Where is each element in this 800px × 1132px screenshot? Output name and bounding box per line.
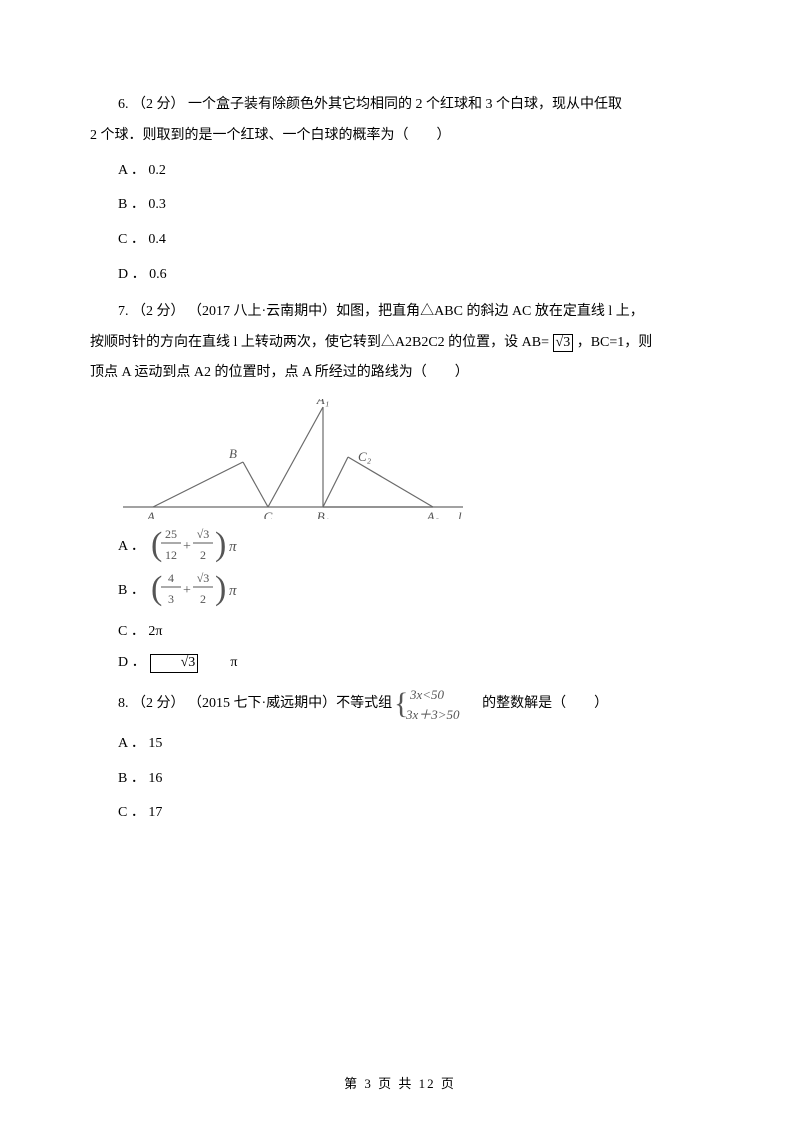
svg-text:+: + — [183, 583, 191, 598]
svg-text:2: 2 — [200, 592, 206, 606]
q8-stem: 8. （2 分） （2015 七下·威远期中）不等式组 { 3x<503x＋3>… — [90, 685, 710, 725]
q7-opt-d-tail: π — [202, 648, 237, 679]
svg-text:): ) — [215, 526, 226, 563]
q7-opt-d-sqrt: √3 — [150, 654, 199, 673]
svg-text:+: + — [183, 539, 191, 554]
svg-text:C₂: C₂ — [358, 449, 372, 464]
q7-opt-a-label: A ． — [90, 532, 145, 563]
q7-stem-line3: 顶点 A 运动到点 A2 的位置时，点 A 所经过的路线为（ ） — [90, 358, 710, 389]
svg-text:C: C — [264, 509, 273, 519]
q8-stem-a: 8. （2 分） （2015 七下·威远期中）不等式组 — [118, 689, 392, 720]
q7-stem-line1: 7. （2 分） （2017 八上·云南期中）如图，把直角△ABC 的斜边 AC… — [90, 297, 710, 328]
svg-text:3x＋3>50: 3x＋3>50 — [405, 707, 460, 722]
q8-system: { 3x<503x＋3>50 — [392, 685, 482, 725]
q7-option-b: B ． (4 3 + √3 2)π — [90, 569, 710, 613]
svg-text:(: ( — [151, 570, 162, 607]
svg-text:A₂: A₂ — [426, 509, 440, 519]
svg-text:A₁: A₁ — [316, 399, 329, 407]
q6-stem-line2: 2 个球．则取到的是一个红球、一个白球的概率为（ ） — [90, 121, 710, 152]
q8-option-b: B ． 16 — [90, 764, 710, 795]
svg-text:√3: √3 — [197, 527, 210, 541]
q6-option-d: D ． 0.6 — [90, 260, 710, 291]
q7-opt-b-label: B ． — [90, 576, 145, 607]
svg-text:25: 25 — [165, 527, 177, 541]
svg-text:2: 2 — [200, 548, 206, 562]
q7-stem-line2a: 按顺时针的方向在直线 l 上转动两次，使它转到△A2B2C2 的位置，设 AB= — [90, 335, 553, 350]
q7-opt-a-formula: (25 12 + √3 2)π — [149, 525, 239, 569]
q7-opt-d-label: D ． — [90, 648, 146, 679]
q7-option-a: A ． (25 12 + √3 2)π — [90, 525, 710, 569]
q7-opt-b-formula: (4 3 + √3 2)π — [149, 569, 239, 613]
page-footer: 第 3 页 共 12 页 — [0, 1073, 800, 1092]
q7-option-c: C ． 2π — [90, 617, 710, 648]
svg-text:3x<50: 3x<50 — [409, 687, 445, 702]
svg-text:12: 12 — [165, 548, 177, 562]
q7-stem-line2: 按顺时针的方向在直线 l 上转动两次，使它转到△A2B2C2 的位置，设 AB=… — [90, 328, 710, 359]
q8-stem-b: 的整数解是（ ） — [482, 689, 608, 720]
q8-option-c: C ． 17 — [90, 798, 710, 829]
q8-option-a: A ． 15 — [90, 729, 710, 760]
q6-option-b: B ． 0.3 — [90, 190, 710, 221]
svg-text:4: 4 — [168, 571, 174, 585]
q6-option-a: A ． 0.2 — [90, 156, 710, 187]
sqrt3-inline: √3 — [553, 334, 574, 353]
svg-text:(: ( — [151, 526, 162, 563]
svg-text:A: A — [146, 509, 155, 519]
svg-text:B: B — [229, 446, 237, 461]
q7-option-d: D ． √3 π — [90, 648, 710, 679]
svg-text:√3: √3 — [197, 571, 210, 585]
q7-diagram: A B C A₁ B₁ C₂ A₂ l — [118, 399, 478, 519]
q7-stem-line2b: ，BC=1，则 — [577, 335, 653, 350]
svg-text:B₁: B₁ — [317, 509, 329, 519]
svg-text:l: l — [458, 509, 462, 519]
svg-text:π: π — [229, 539, 237, 555]
q6-option-c: C ． 0.4 — [90, 225, 710, 256]
svg-text:3: 3 — [168, 592, 174, 606]
q6-stem-line1: 6. （2 分） 一个盒子装有除颜色外其它均相同的 2 个红球和 3 个白球，现… — [90, 90, 710, 121]
svg-text:): ) — [215, 570, 226, 607]
svg-text:π: π — [229, 583, 237, 599]
